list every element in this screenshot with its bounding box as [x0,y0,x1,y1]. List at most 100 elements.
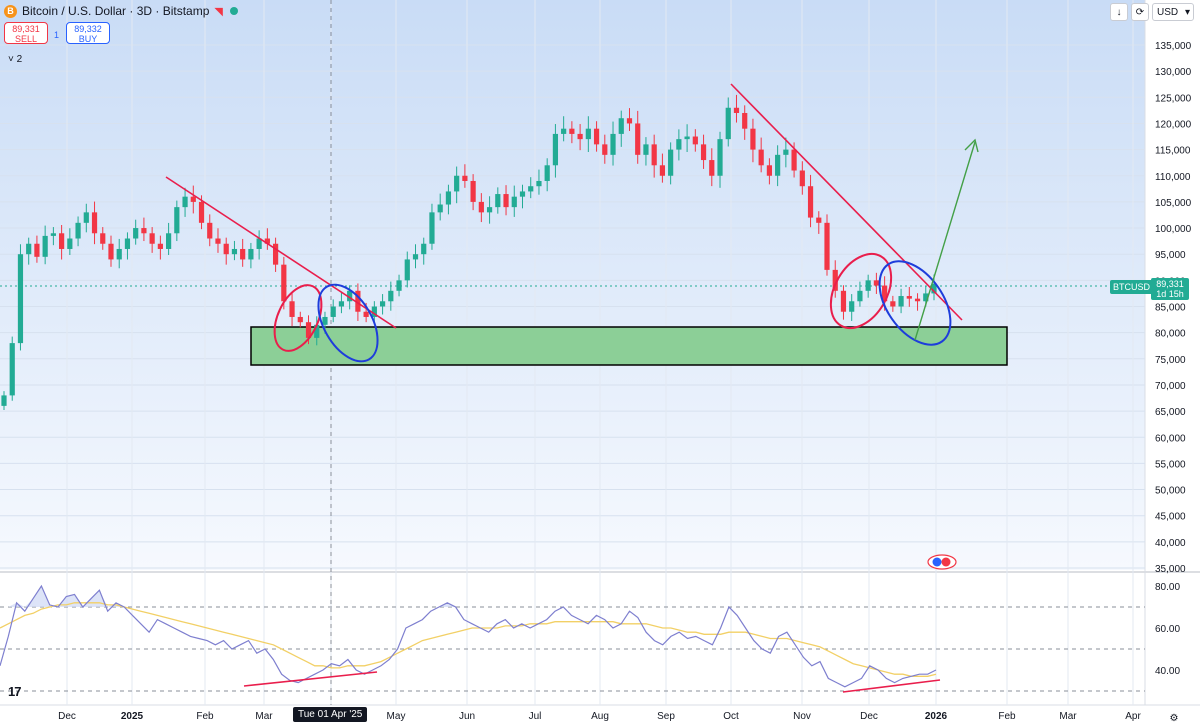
candle-body[interactable] [166,233,172,249]
candle-body[interactable] [840,290,847,312]
candle-body[interactable] [322,316,328,325]
indicators-toggle[interactable]: ˅ 2 [8,54,23,65]
candle-body[interactable] [882,285,888,302]
candle-body[interactable] [684,136,690,140]
candle-body[interactable] [676,139,682,150]
candle-body[interactable] [305,322,312,338]
candle-body[interactable] [486,207,493,213]
candle-body[interactable] [799,170,805,187]
candle-body[interactable] [544,165,550,181]
candle-body[interactable] [511,196,517,208]
candle-body[interactable] [766,165,772,176]
gear-icon[interactable]: ⚙ [1169,712,1179,724]
candle-body[interactable] [289,301,295,317]
candle-body[interactable] [141,228,147,234]
candle-body[interactable] [593,128,600,145]
candle-body[interactable] [906,296,912,299]
rsi-line[interactable] [0,584,937,688]
candle-body[interactable] [157,243,163,249]
candle-body[interactable] [783,149,789,155]
candle-body[interactable] [700,144,707,161]
tradingview-logo[interactable]: 17 [8,684,22,699]
candle-body[interactable] [816,217,822,223]
candle-body[interactable] [849,301,855,312]
candle-body[interactable] [651,144,657,166]
candle-body[interactable] [635,123,641,155]
candle-body[interactable] [174,207,180,234]
candle-body[interactable] [248,248,254,260]
candle-body[interactable] [190,196,196,202]
candle-body[interactable] [231,248,238,255]
candle-body[interactable] [207,222,213,239]
candle-body[interactable] [923,293,929,302]
candle-body[interactable] [67,238,73,249]
candle-body[interactable] [873,280,879,286]
candle-body[interactable] [108,243,114,260]
candle-body[interactable] [17,254,24,344]
candle-body[interactable] [865,280,871,291]
candle-body[interactable] [733,107,740,113]
candle-body[interactable] [561,128,567,134]
flag-icon[interactable]: ◥ [214,5,223,18]
projection-arrow[interactable] [914,141,976,341]
price-pane[interactable] [0,0,1145,570]
candle-body[interactable] [791,149,797,171]
candle-body[interactable] [750,128,756,150]
candle-body[interactable] [552,133,559,166]
candle-body[interactable] [26,243,32,255]
candle-body[interactable] [330,306,336,317]
rsi-divergence-line-1[interactable] [243,671,378,687]
candle-body[interactable] [182,196,188,208]
candle-body[interactable] [602,144,608,155]
candle-body[interactable] [256,238,262,249]
candle-body[interactable] [412,254,419,260]
candle-body[interactable] [503,194,509,208]
candle-body[interactable] [355,290,361,312]
candle-body[interactable] [709,160,715,176]
candle-body[interactable] [717,139,723,176]
rsi-pane[interactable] [0,573,1145,705]
candle-body[interactable] [454,175,460,192]
highlight-ellipse-blue-2[interactable] [865,248,965,357]
event-badge[interactable] [927,554,957,570]
candle-body[interactable] [314,324,320,338]
candle-body[interactable] [668,149,674,176]
candle-body[interactable] [618,118,624,134]
trendline-early-2025[interactable] [165,176,397,329]
candle-body[interactable] [388,290,394,302]
candle-body[interactable] [272,243,279,265]
candle-body[interactable] [133,228,139,239]
candle-body[interactable] [297,316,303,323]
candle-body[interactable] [569,128,575,134]
candle-body[interactable] [585,128,591,140]
candle-body[interactable] [83,212,89,223]
arrow-down-icon[interactable]: ↓ [1110,3,1128,21]
currency-select[interactable]: USD ▾ [1152,3,1194,21]
sell-button[interactable]: 89,331 SELL [4,22,48,44]
candle-body[interactable] [59,233,65,249]
candle-body[interactable] [931,283,937,294]
candle-body[interactable] [692,136,698,145]
candle-body[interactable] [890,301,896,307]
candle-body[interactable] [396,280,402,291]
candle-body[interactable] [223,243,229,255]
candle-body[interactable] [643,144,649,155]
candle-body[interactable] [421,243,427,255]
candle-body[interactable] [725,107,731,140]
candle-body[interactable] [116,248,122,260]
candle-body[interactable] [470,180,476,202]
support-zone[interactable] [250,326,1008,366]
candle-body[interactable] [124,238,131,249]
candle-body[interactable] [9,343,15,396]
candle-body[interactable] [898,296,904,307]
candle-body[interactable] [404,259,410,281]
candle-body[interactable] [1,395,7,406]
candle-body[interactable] [371,306,377,317]
candle-body[interactable] [264,238,270,244]
candle-body[interactable] [50,233,56,236]
highlight-ellipse-red-1[interactable] [265,278,331,358]
buy-button[interactable]: 89,332 BUY [66,22,110,44]
candle-body[interactable] [75,222,81,239]
candle-body[interactable] [198,201,205,223]
